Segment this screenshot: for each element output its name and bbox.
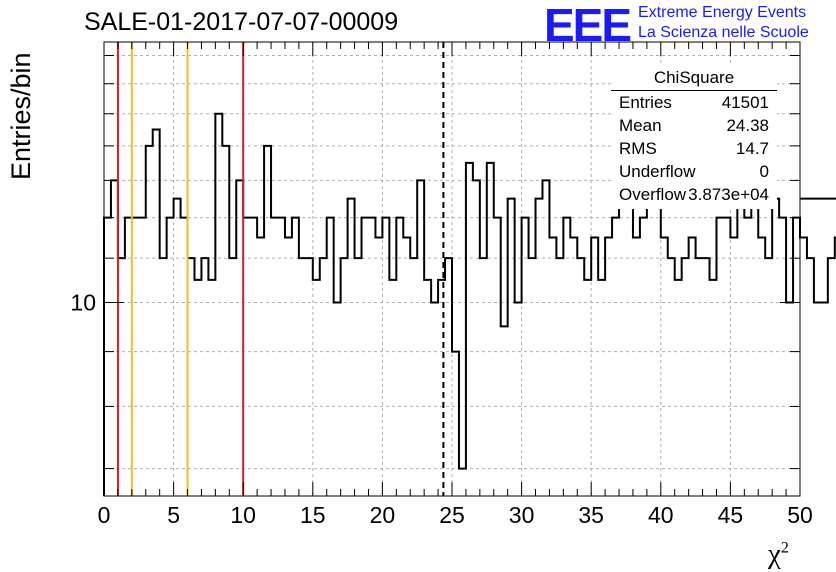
stats-key: Underflow — [619, 162, 696, 181]
axis-ticks — [103, 42, 801, 496]
stats-row-underflow: Underflow 0 — [619, 162, 769, 184]
stats-box: ChiSquare Entries 41501 Mean 24.38 RMS 1… — [611, 66, 777, 209]
x-tick-label: 20 — [370, 502, 396, 528]
x-axis-label-superscript: 2 — [780, 539, 789, 557]
stats-value: 3.873e+04 — [688, 185, 769, 204]
histogram-series — [103, 112, 836, 496]
stats-row-entries: Entries 41501 — [619, 93, 769, 115]
y-tick-label: 10 — [70, 290, 96, 316]
stats-key: Entries — [619, 93, 672, 112]
x-tick-label: 10 — [230, 502, 256, 528]
x-axis-label: χ2 — [768, 538, 789, 571]
x-axis-label-base: χ — [768, 538, 781, 570]
stats-key: Mean — [619, 116, 662, 135]
logo-line-2: La Scienza nelle Scuole — [638, 24, 809, 41]
stats-separator — [611, 90, 777, 91]
axis-tick-labels: 0 5 10 15 20 25 30 35 40 45 50 10 — [70, 290, 812, 528]
histogram-line — [103, 112, 836, 496]
stats-value: 41501 — [721, 93, 769, 112]
stats-row-rms: RMS 14.7 — [619, 139, 769, 161]
x-tick-label: 0 — [98, 502, 111, 528]
stats-row-overflow: Overflow 3.873e+04 — [619, 185, 769, 207]
logo-line-1: Extreme Energy Events — [638, 4, 807, 21]
reference-lines — [116, 42, 445, 496]
x-tick-label: 15 — [300, 502, 326, 528]
x-tick-label: 50 — [787, 502, 813, 528]
x-tick-label: 35 — [578, 502, 604, 528]
stats-row-mean: Mean 24.38 — [619, 116, 769, 138]
y-axis-label: Entries/bin — [6, 52, 36, 180]
stats-key: Overflow — [619, 185, 687, 204]
x-tick-label: 25 — [439, 502, 465, 528]
chart-title: SALE-01-2017-07-07-00009 — [84, 8, 399, 36]
x-tick-label: 30 — [509, 502, 535, 528]
x-tick-label: 45 — [718, 502, 744, 528]
stats-value: 0 — [759, 162, 769, 181]
x-tick-label: 40 — [648, 502, 674, 528]
stats-key: RMS — [619, 139, 657, 158]
x-tick-label: 5 — [167, 502, 180, 528]
stats-value: 24.38 — [726, 116, 769, 135]
stats-value: 14.7 — [735, 139, 769, 158]
eee-logo-mark: EEE — [544, 0, 632, 51]
stats-title: ChiSquare — [653, 68, 735, 87]
